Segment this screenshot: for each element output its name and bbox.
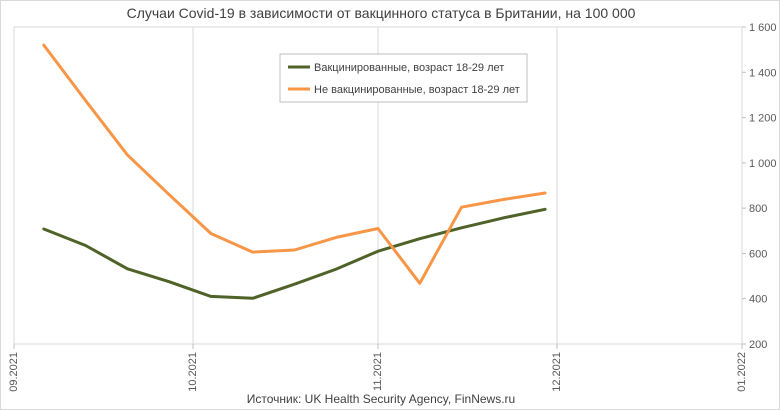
legend-box bbox=[279, 53, 528, 103]
x-tick-label: 01.2022 bbox=[736, 352, 748, 392]
legend-label: Не вакцинированные, возраст 18-29 лет bbox=[314, 84, 520, 96]
series-line-2 bbox=[42, 43, 547, 285]
chart-source: Источник: UK Health Security Agency, Fin… bbox=[246, 392, 516, 406]
y-tick-label: 800 bbox=[749, 203, 767, 215]
y-tick-label: 1 400 bbox=[749, 67, 777, 79]
x-tick-label: 10.2021 bbox=[187, 352, 199, 392]
series-line-1 bbox=[42, 207, 547, 300]
legend-label: Вакцинированные, возраст 18-29 лет bbox=[314, 62, 504, 74]
y-tick-label: 1 000 bbox=[749, 158, 777, 170]
legend: Вакцинированные, возраст 18-29 лет Не вак… bbox=[279, 53, 528, 103]
x-tick-label: 12.2021 bbox=[551, 352, 563, 392]
y-axis: 200 400 600 800 1 000 1 200 1 400 1 600 bbox=[742, 22, 777, 351]
y-tick-label: 600 bbox=[749, 248, 767, 260]
x-tick-label: 11.2021 bbox=[372, 352, 384, 391]
x-tick-label: 09.2021 bbox=[8, 352, 20, 392]
y-tick-label: 200 bbox=[749, 339, 767, 351]
y-tick-label: 1 600 bbox=[749, 22, 777, 34]
y-tick-label: 400 bbox=[749, 294, 767, 306]
series-lines bbox=[42, 43, 547, 300]
x-axis: 09.2021 10.2021 11.2021 12.2021 01.2022 bbox=[8, 344, 748, 392]
y-tick-label: 1 200 bbox=[749, 113, 777, 125]
chart-title: Случаи Covid-19 в зависимости от вакцинн… bbox=[126, 5, 636, 21]
